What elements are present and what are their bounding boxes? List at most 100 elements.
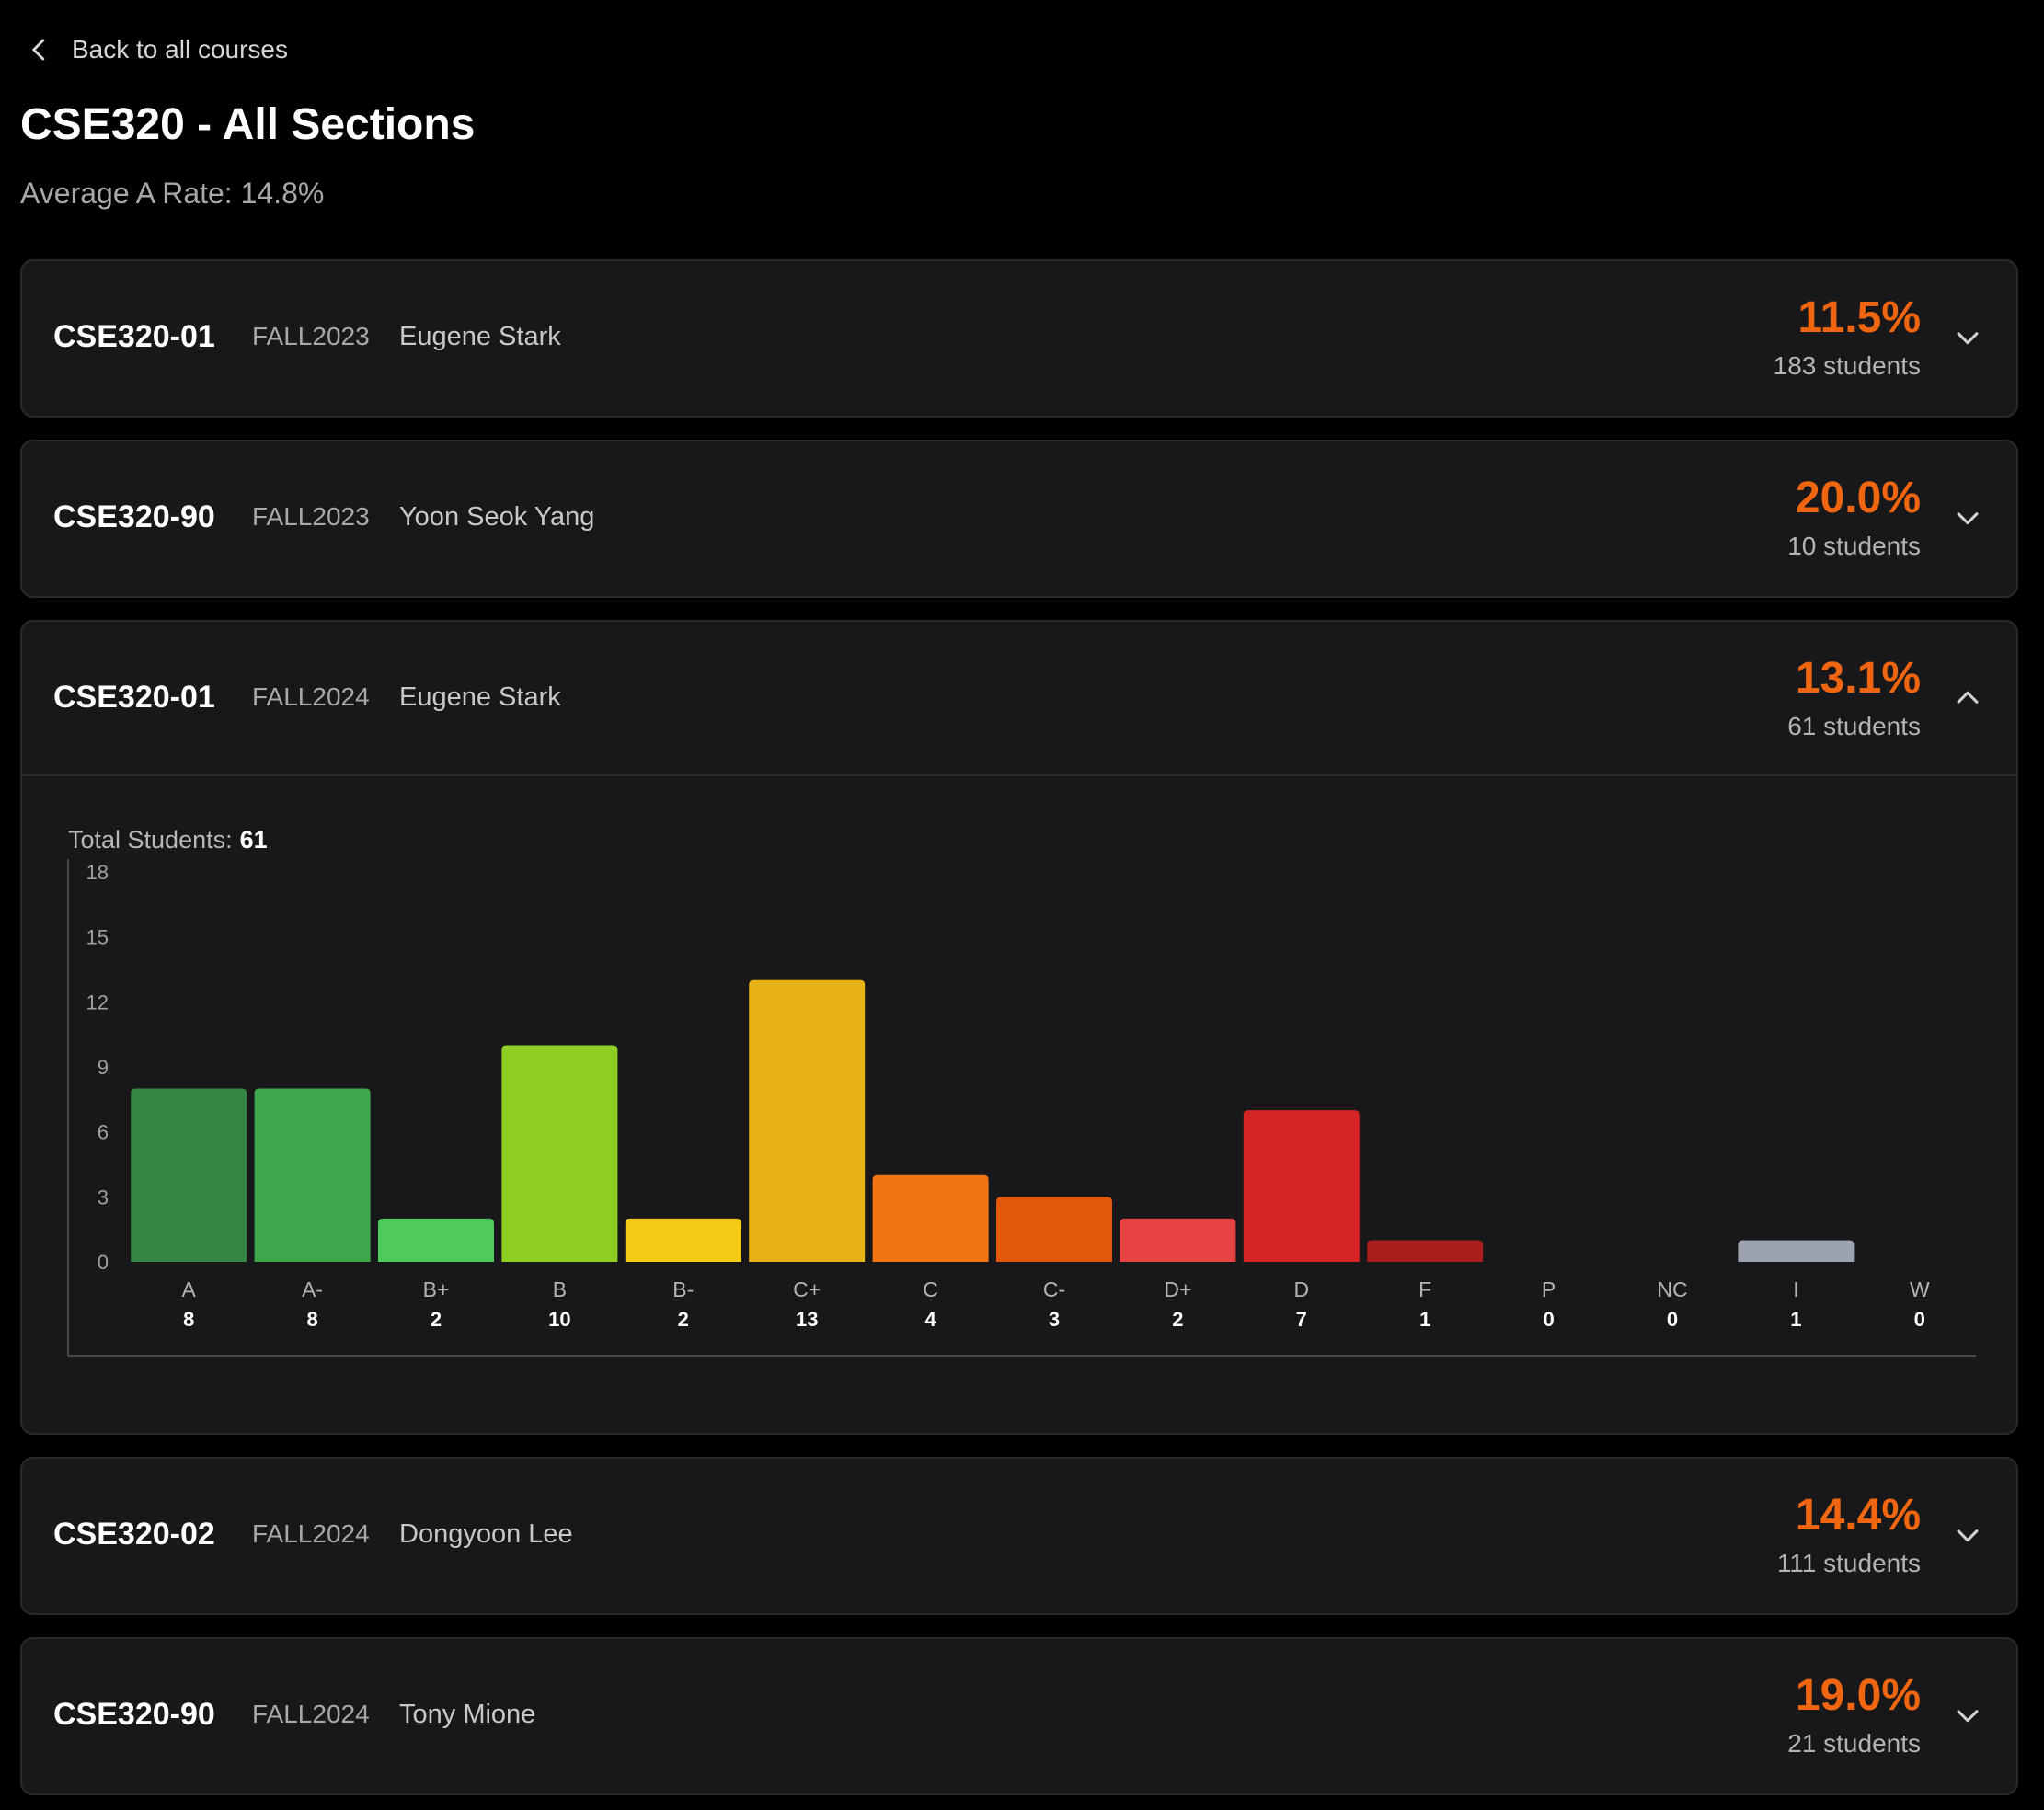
section-a-rate: 11.5% bbox=[1797, 293, 1921, 342]
section-professor: Yoon Seok Yang bbox=[399, 502, 595, 532]
x-category-label: I bbox=[1793, 1277, 1798, 1301]
section-professor: Eugene Stark bbox=[399, 682, 561, 712]
section-card-header[interactable]: CSE320-02 FALL2024 Dongyoon Lee 14.4% 11… bbox=[22, 1459, 2016, 1611]
x-category-label: B+ bbox=[423, 1277, 450, 1301]
grade-bar bbox=[254, 1088, 371, 1262]
bar-count-label: 0 bbox=[1914, 1308, 1925, 1331]
bar-count-label: 4 bbox=[924, 1308, 936, 1331]
chevron-down-icon[interactable] bbox=[1952, 1700, 1983, 1731]
section-code: CSE320-90 bbox=[53, 499, 215, 534]
section-code: CSE320-02 bbox=[53, 1517, 215, 1552]
average-a-rate-value: 14.8% bbox=[240, 177, 325, 210]
card-divider bbox=[22, 774, 2016, 776]
grade-bar bbox=[749, 979, 866, 1262]
grade-distribution-panel: Total Students: 61 0 3 6 9 12 15 18 A 8 A- 8 B+ 2 B 10 B… bbox=[22, 776, 2016, 1427]
section-student-count: 183 students bbox=[1773, 351, 1921, 380]
bar-count-label: 13 bbox=[796, 1308, 818, 1331]
x-category-label: A bbox=[182, 1277, 197, 1301]
grade-bar bbox=[872, 1174, 989, 1262]
section-student-count: 111 students bbox=[1776, 1549, 1921, 1577]
y-tick-label: 15 bbox=[86, 926, 109, 949]
section-card-header[interactable]: CSE320-90 FALL2023 Yoon Seok Yang 20.0% … bbox=[22, 441, 2016, 594]
bar-count-label: 2 bbox=[678, 1308, 689, 1331]
x-category-label: B- bbox=[672, 1277, 694, 1301]
section-professor: Tony Mione bbox=[399, 1700, 536, 1729]
section-professor: Dongyoon Lee bbox=[399, 1519, 573, 1549]
x-category-label: P bbox=[1542, 1277, 1556, 1301]
bar-count-label: 7 bbox=[1296, 1308, 1307, 1331]
section-card: CSE320-90 FALL2023 Yoon Seok Yang 20.0% … bbox=[20, 440, 2018, 598]
y-tick-label: 0 bbox=[98, 1251, 109, 1274]
section-student-count: 21 students bbox=[1787, 1729, 1921, 1758]
bar-count-label: 8 bbox=[306, 1308, 317, 1331]
section-a-rate: 13.1% bbox=[1795, 654, 1921, 703]
section-card: CSE320-01 FALL2023 Eugene Stark 11.5% 18… bbox=[20, 259, 2018, 418]
section-term: FALL2024 bbox=[252, 682, 370, 711]
y-tick-label: 12 bbox=[86, 991, 109, 1014]
grade-bar bbox=[1738, 1240, 1855, 1262]
x-category-label: W bbox=[1910, 1277, 1930, 1301]
section-code: CSE320-01 bbox=[53, 680, 215, 715]
section-a-rate: 20.0% bbox=[1795, 474, 1921, 522]
bar-count-label: 2 bbox=[431, 1308, 442, 1331]
bar-count-label: 1 bbox=[1790, 1308, 1801, 1331]
section-card-header[interactable]: CSE320-01 FALL2023 Eugene Stark 11.5% 18… bbox=[22, 261, 2016, 414]
back-link-label: Back to all courses bbox=[72, 35, 288, 63]
x-category-label: D+ bbox=[1164, 1277, 1191, 1301]
x-category-label: NC bbox=[1657, 1277, 1687, 1301]
chevron-down-icon[interactable] bbox=[1952, 502, 1983, 533]
chevron-down-icon[interactable] bbox=[1952, 1519, 1983, 1551]
back-to-courses-link[interactable]: Back to all courses bbox=[26, 31, 288, 68]
section-term: FALL2024 bbox=[252, 1519, 370, 1548]
bar-count-label: 3 bbox=[1049, 1308, 1060, 1331]
section-code: CSE320-90 bbox=[53, 1697, 215, 1732]
page-title: CSE320 - All Sections bbox=[20, 100, 476, 149]
x-category-label: A- bbox=[302, 1277, 323, 1301]
section-card: CSE320-90 FALL2024 Tony Mione 19.0% 21 s… bbox=[20, 1637, 2018, 1795]
section-term: FALL2023 bbox=[252, 502, 370, 531]
bar-count-label: 0 bbox=[1543, 1308, 1554, 1331]
grade-distribution-chart: 0369121518A8A-8B+2B10B-2C+13C4C-3D+2D7F1… bbox=[67, 859, 1976, 1357]
total-students: Total Students: 61 bbox=[68, 824, 268, 855]
grade-bar bbox=[1120, 1218, 1236, 1262]
chevron-up-icon[interactable] bbox=[1952, 682, 1983, 714]
y-tick-label: 18 bbox=[86, 861, 109, 884]
y-tick-label: 9 bbox=[98, 1056, 109, 1079]
average-a-rate: Average A Rate: 14.8% bbox=[20, 175, 324, 212]
chevron-left-icon bbox=[32, 39, 45, 61]
y-tick-label: 6 bbox=[98, 1121, 109, 1144]
grade-bar bbox=[131, 1088, 247, 1262]
grade-bar bbox=[625, 1218, 741, 1262]
x-category-label: B bbox=[553, 1277, 567, 1301]
x-category-label: C bbox=[923, 1277, 938, 1301]
section-student-count: 61 students bbox=[1787, 712, 1921, 740]
x-category-label: F bbox=[1418, 1277, 1431, 1301]
average-a-rate-label: Average A Rate: bbox=[20, 177, 233, 210]
section-card-header[interactable]: CSE320-01 FALL2024 Eugene Stark 13.1% 61… bbox=[22, 622, 2016, 774]
chevron-down-icon[interactable] bbox=[1952, 322, 1983, 353]
grade-bar bbox=[996, 1197, 1112, 1262]
y-tick-label: 3 bbox=[98, 1186, 109, 1209]
bar-count-label: 10 bbox=[548, 1308, 570, 1331]
grade-bar bbox=[1367, 1240, 1484, 1262]
x-category-label: D bbox=[1293, 1277, 1309, 1301]
section-a-rate: 19.0% bbox=[1795, 1671, 1921, 1720]
bar-count-label: 2 bbox=[1172, 1308, 1183, 1331]
section-card-expanded: CSE320-01 FALL2024 Eugene Stark 13.1% 61… bbox=[20, 620, 2018, 1435]
grade-bar bbox=[378, 1218, 494, 1262]
section-card-header[interactable]: CSE320-90 FALL2024 Tony Mione 19.0% 21 s… bbox=[22, 1639, 2016, 1792]
section-code: CSE320-01 bbox=[53, 319, 215, 354]
bar-count-label: 0 bbox=[1667, 1308, 1678, 1331]
section-student-count: 10 students bbox=[1787, 532, 1921, 560]
grade-bar bbox=[501, 1045, 618, 1262]
section-card: CSE320-02 FALL2024 Dongyoon Lee 14.4% 11… bbox=[20, 1457, 2018, 1615]
total-students-label: Total Students: bbox=[68, 826, 233, 853]
bar-count-label: 8 bbox=[183, 1308, 194, 1331]
section-a-rate: 14.4% bbox=[1795, 1491, 1921, 1540]
section-term: FALL2023 bbox=[252, 322, 370, 350]
x-category-label: C- bbox=[1043, 1277, 1065, 1301]
bar-count-label: 1 bbox=[1419, 1308, 1430, 1331]
total-students-value: 61 bbox=[239, 826, 268, 853]
section-term: FALL2024 bbox=[252, 1700, 370, 1728]
